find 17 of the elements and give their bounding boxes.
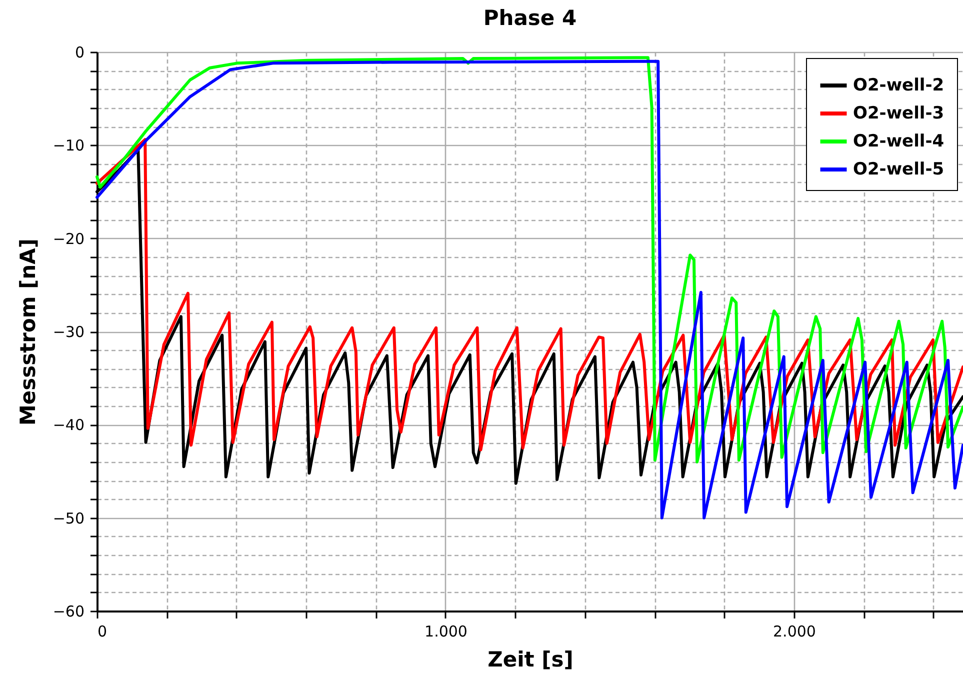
legend-label: O2-well-4 <box>853 132 944 152</box>
x-tick-label: 0 <box>98 622 108 640</box>
legend-label: O2-well-3 <box>853 104 944 124</box>
y-tick-label: −20 <box>52 230 84 248</box>
chart-title: Phase 4 <box>483 6 577 30</box>
y-tick-label: −30 <box>52 323 84 341</box>
y-tick-label: −10 <box>52 136 84 155</box>
y-axis-title: Messstrom [nA] <box>16 238 40 426</box>
y-tick-label: −40 <box>52 416 84 434</box>
legend-label: O2-well-2 <box>853 76 944 96</box>
y-tick-label: −60 <box>52 602 84 620</box>
legend-label: O2-well-5 <box>853 160 944 180</box>
y-tick-label: −50 <box>52 509 84 528</box>
x-tick-label: 2.000 <box>773 622 816 640</box>
x-tick-label: 1.000 <box>424 622 468 640</box>
x-axis-title: Zeit [s] <box>488 648 574 672</box>
y-tick-label: 0 <box>74 44 84 62</box>
